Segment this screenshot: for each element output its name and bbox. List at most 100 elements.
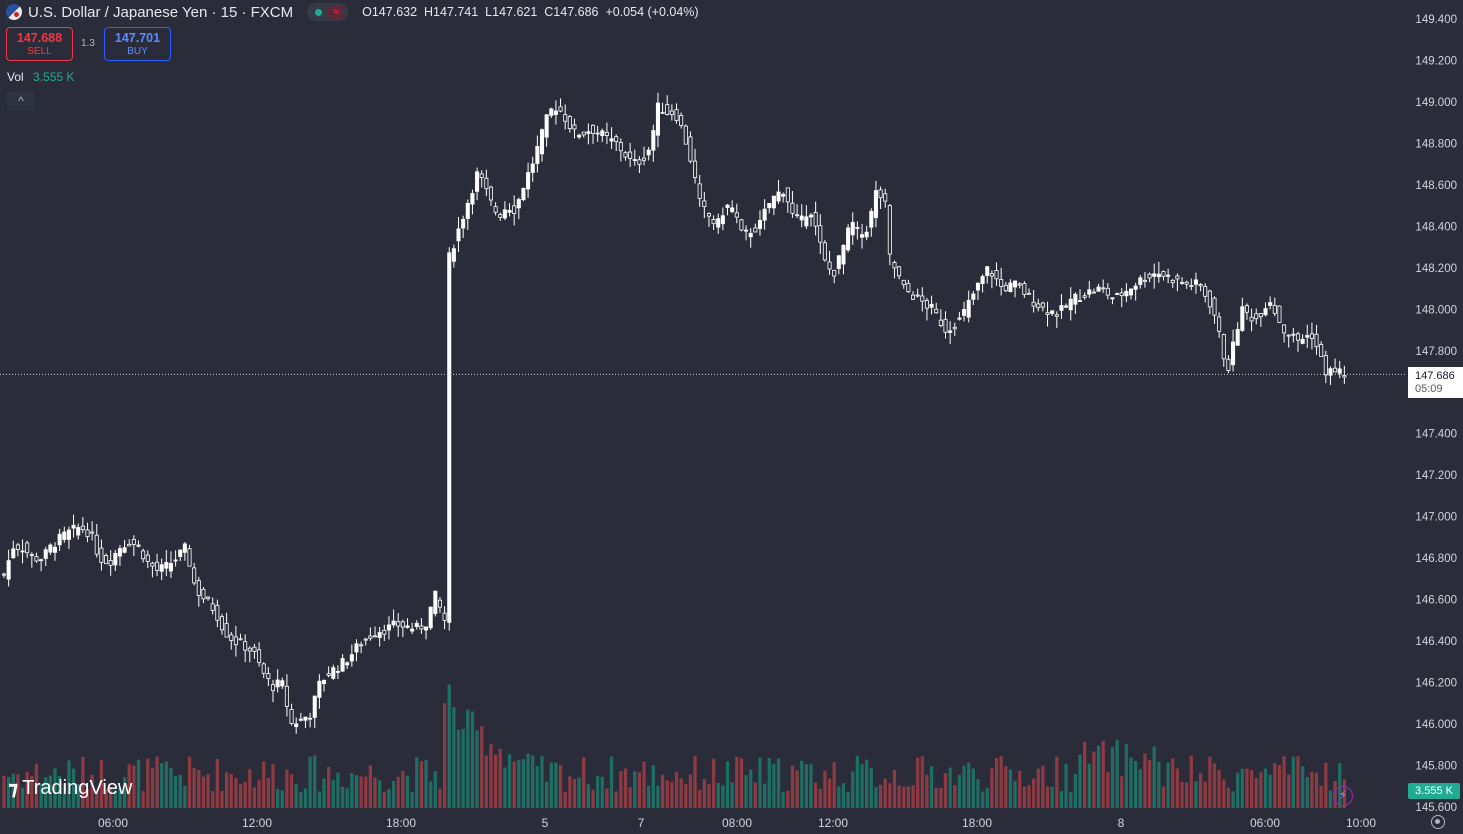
lightning-icon[interactable]: ⚡ xyxy=(1333,786,1353,806)
candle-body xyxy=(799,215,804,221)
volume-bar xyxy=(405,775,410,808)
volume-bar xyxy=(503,767,507,808)
candle-body xyxy=(1189,285,1194,287)
candle-body xyxy=(883,193,888,202)
candle-body xyxy=(1254,313,1259,320)
buy-button[interactable]: 147.701 BUY xyxy=(104,27,171,61)
symbol-title[interactable]: U.S. Dollar / Japanese Yen · 15 · FXCM xyxy=(28,3,294,21)
candle-body xyxy=(1142,279,1147,282)
volume-bar xyxy=(1138,769,1142,808)
time-tick-label: 06:00 xyxy=(98,816,128,830)
candle-body xyxy=(113,552,118,566)
volume-bar xyxy=(1013,780,1017,808)
candle-body xyxy=(76,527,81,536)
candle-body xyxy=(6,560,11,580)
volume-bar xyxy=(1129,757,1133,808)
candles xyxy=(1,92,1347,734)
candle-body xyxy=(628,151,633,159)
candle-body xyxy=(1045,312,1050,315)
volume-bar xyxy=(647,785,651,808)
volume-legend[interactable]: Vol 3.555 K xyxy=(7,70,74,84)
volume-bar xyxy=(113,789,117,808)
candle-body xyxy=(734,212,739,218)
candle-body xyxy=(790,202,795,214)
tradingview-logo[interactable]: ⁊ TradingView xyxy=(8,776,132,801)
volume-bar xyxy=(252,787,257,808)
candle-body xyxy=(1184,281,1189,285)
candle-body xyxy=(971,293,976,300)
candle-body xyxy=(1036,303,1041,309)
volume-bar xyxy=(521,759,526,808)
market-status[interactable]: ≈ xyxy=(307,3,349,21)
candle-body xyxy=(1193,279,1198,285)
candle-body xyxy=(567,116,572,130)
candle-body xyxy=(850,221,855,236)
volume-bar xyxy=(1143,753,1147,808)
candle-body xyxy=(767,202,772,209)
candle-body xyxy=(1161,271,1166,277)
volume-bar xyxy=(656,785,660,808)
sell-button[interactable]: 147.688 SELL xyxy=(6,27,73,61)
volume-bar xyxy=(1161,786,1166,808)
volume-bar xyxy=(67,760,71,808)
volume-bar xyxy=(327,766,331,808)
candle-body xyxy=(553,110,558,115)
volume-bar xyxy=(345,788,349,808)
gear-icon[interactable] xyxy=(1431,815,1445,829)
candle-body xyxy=(187,548,192,567)
volume-bar xyxy=(953,785,957,808)
candle-body xyxy=(1008,282,1013,292)
candle-body xyxy=(516,199,521,209)
candle-body xyxy=(433,590,438,615)
candle-body xyxy=(897,266,902,277)
volume-bar xyxy=(545,781,549,808)
candle-body xyxy=(1258,313,1263,318)
volume-bar xyxy=(1036,768,1040,808)
candle-body xyxy=(391,620,396,626)
candle-body xyxy=(99,547,104,563)
candle-body xyxy=(377,632,382,638)
volume-bar xyxy=(540,756,544,808)
volume-bar xyxy=(679,778,683,808)
volume-bar xyxy=(1171,758,1175,808)
candle-body xyxy=(1305,335,1310,338)
volume-bar xyxy=(53,768,57,808)
volume-bar xyxy=(289,774,294,808)
candle-body xyxy=(948,330,953,333)
price-tick-label: 147.000 xyxy=(1415,512,1457,524)
volume-bar xyxy=(572,779,577,808)
candle-body xyxy=(57,533,62,546)
volume-bar xyxy=(1022,786,1026,808)
candle-body xyxy=(317,680,322,698)
candle-body xyxy=(832,269,837,277)
candle-body xyxy=(985,266,990,276)
volume-bar xyxy=(438,788,442,808)
candle-body xyxy=(1091,291,1096,294)
volume-bar xyxy=(424,760,428,808)
collapse-legend-button[interactable]: ^ xyxy=(7,92,35,111)
time-axis[interactable]: 06:00 12:00 18:00 5 7 08:00 12:00 18:00 8 06:00 10… xyxy=(98,816,1376,830)
volume-bar xyxy=(201,776,206,808)
volume-bar xyxy=(1314,772,1319,808)
volume-bar xyxy=(925,774,929,808)
candle-body xyxy=(1054,314,1059,317)
volume-bar xyxy=(387,789,391,808)
price-tick-label: 148.400 xyxy=(1415,221,1457,233)
candle-body xyxy=(859,234,865,238)
price-axis[interactable]: 149.400 149.200 149.000 148.800 148.600 148.4… xyxy=(1415,14,1457,814)
volume-bar xyxy=(396,776,400,808)
volume-bar xyxy=(1059,791,1064,808)
candle-body xyxy=(632,159,637,162)
candle-body xyxy=(924,300,929,309)
candle-body xyxy=(62,531,67,540)
volume-bar xyxy=(517,759,521,808)
volume-bar xyxy=(461,728,465,808)
volume-bar xyxy=(939,788,943,808)
candle-body xyxy=(1249,316,1254,322)
volume-bar xyxy=(814,782,818,808)
candle-body xyxy=(247,647,252,652)
volume-bar xyxy=(104,789,108,808)
volume-bar xyxy=(299,792,303,808)
candle-body xyxy=(804,216,809,227)
